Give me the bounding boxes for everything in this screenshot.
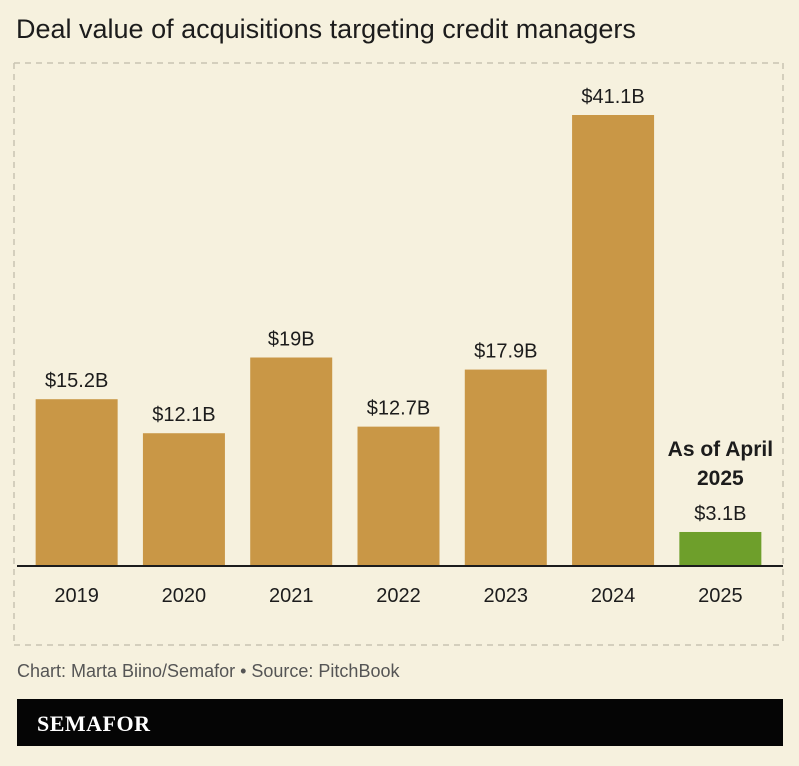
chart-title: Deal value of acquisitions targeting cre… (16, 14, 636, 44)
tick-label-2024: 2024 (591, 585, 636, 607)
semafor-logo: SEMAFOR (37, 711, 151, 736)
value-label-2019: $15.2B (45, 370, 108, 392)
annotation-line-0: As of April (668, 438, 773, 461)
annotation-as-of-april: As of April 2025 (668, 438, 773, 490)
value-label-2021: $19B (268, 329, 315, 351)
bar-2024 (572, 115, 655, 566)
bar-2022 (357, 426, 440, 566)
bar-2019 (35, 399, 118, 566)
tick-label-2025: 2025 (698, 585, 743, 607)
value-label-2025: $3.1B (694, 503, 746, 525)
tick-labels-layer: 2019 2020 2021 2022 2023 2024 2025 (54, 585, 742, 607)
tick-label-2021: 2021 (269, 585, 314, 607)
bar-chart: $15.2B$12.1B$19B$12.7B$17.9B$41.1B$3.1B … (13, 62, 784, 646)
bars-layer (35, 115, 762, 566)
value-label-2020: $12.1B (152, 404, 215, 426)
annotation-line-1: 2025 (697, 467, 744, 490)
bar-2020 (142, 433, 225, 566)
tick-label-2022: 2022 (376, 585, 421, 607)
bar-2023 (464, 369, 547, 566)
tick-label-2020: 2020 (162, 585, 207, 607)
value-label-2024: $41.1B (581, 86, 644, 108)
value-label-2023: $17.9B (474, 341, 537, 363)
bar-2025 (679, 531, 762, 566)
value-label-2022: $12.7B (367, 398, 430, 420)
tick-label-2023: 2023 (484, 585, 529, 607)
chart-credit: Chart: Marta Biino/Semafor • Source: Pit… (17, 661, 400, 681)
bar-2021 (250, 357, 333, 566)
semafor-logo-bar: SEMAFOR (17, 699, 783, 746)
labels-layer: $15.2B $12.1B $19B $12.7B $17.9B $41.1B $3.1B (45, 86, 747, 525)
tick-label-2019: 2019 (54, 585, 99, 607)
